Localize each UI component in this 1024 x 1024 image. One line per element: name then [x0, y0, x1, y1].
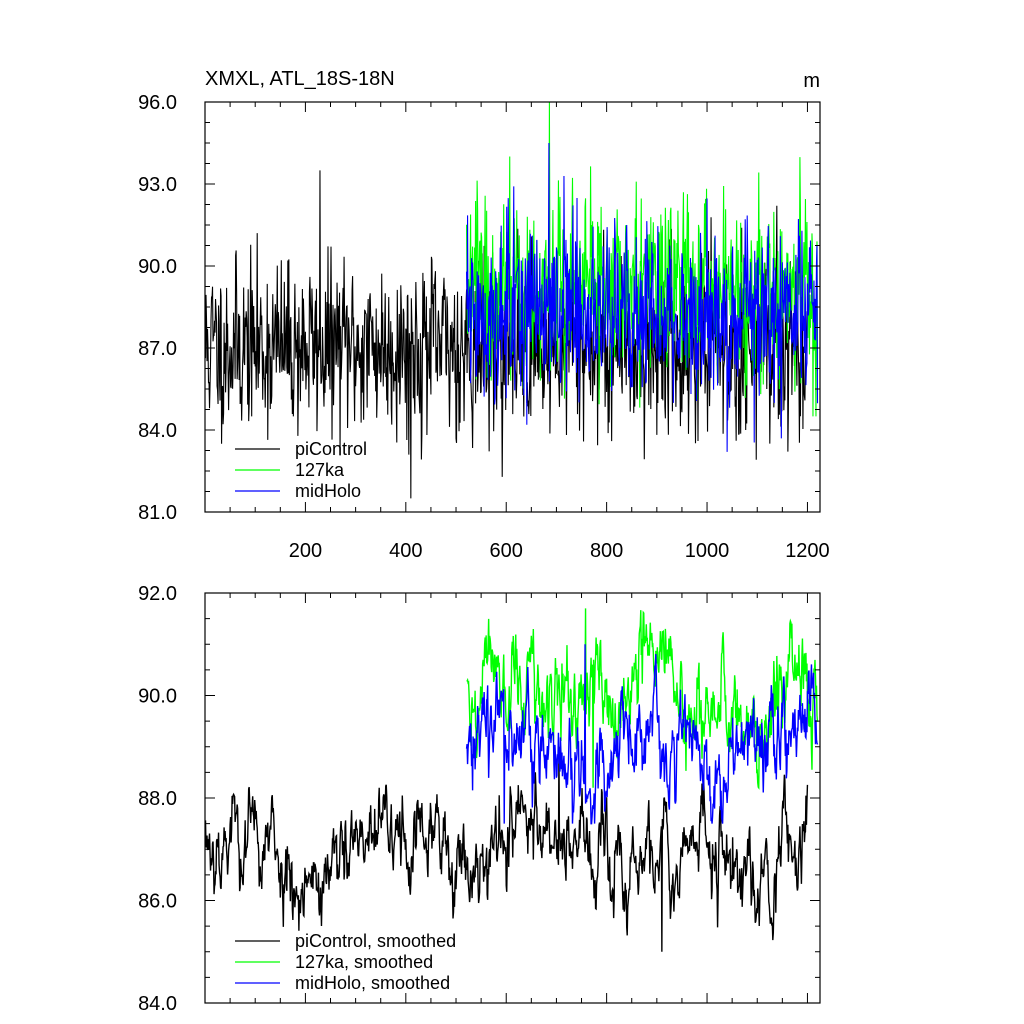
y-tick-label: 90.0	[138, 686, 177, 708]
y-tick-label: 93.0	[138, 174, 177, 196]
legend-label: 127ka	[295, 460, 345, 480]
series-line-midholo	[466, 142, 819, 452]
x-tick-label: 1200	[785, 540, 830, 562]
series-line-midholo-smoothed	[465, 644, 819, 825]
x-tick-label: 400	[389, 540, 422, 562]
top-panel: XMXL, ATL_18S-18N m 200 400 600 800 1000 1200…	[138, 68, 830, 562]
y-tick-label: 92.0	[138, 583, 177, 605]
bottom-panel: 84.0 86.0 88.0 90.0 92.0 piControl, smoothed…	[138, 583, 821, 1015]
bottom-axes: 84.0 86.0 88.0 90.0 92.0	[138, 583, 821, 1015]
x-tick-label: 800	[590, 540, 623, 562]
bottom-series-group	[205, 608, 819, 952]
top-axes: 200 400 600 800 1000 1200 81.0 84.0 87.0 90.0 93.0…	[138, 92, 830, 562]
top-title-right: m	[803, 70, 820, 92]
y-tick-label: 88.0	[138, 788, 177, 810]
y-tick-label: 86.0	[138, 891, 177, 913]
legend-label: midHolo, smoothed	[295, 973, 450, 993]
x-tick-label: 600	[490, 540, 523, 562]
legend-label: 127ka, smoothed	[295, 952, 433, 972]
legend-label: piControl	[295, 439, 367, 459]
top-title-left: XMXL, ATL_18S-18N	[205, 68, 395, 90]
top-series-group	[205, 102, 819, 499]
legend-label: midHolo	[295, 481, 361, 501]
y-tick-label: 87.0	[138, 338, 177, 360]
series-line-picontrol-smoothed	[205, 746, 809, 952]
legend-label: piControl, smoothed	[295, 931, 456, 951]
y-tick-label: 84.0	[138, 420, 177, 442]
y-tick-label: 96.0	[138, 92, 177, 114]
x-tick-label: 1000	[685, 540, 730, 562]
y-tick-label: 81.0	[138, 502, 177, 524]
y-tick-label: 84.0	[138, 993, 177, 1015]
x-tick-label: 200	[289, 540, 322, 562]
y-tick-label: 90.0	[138, 256, 177, 278]
